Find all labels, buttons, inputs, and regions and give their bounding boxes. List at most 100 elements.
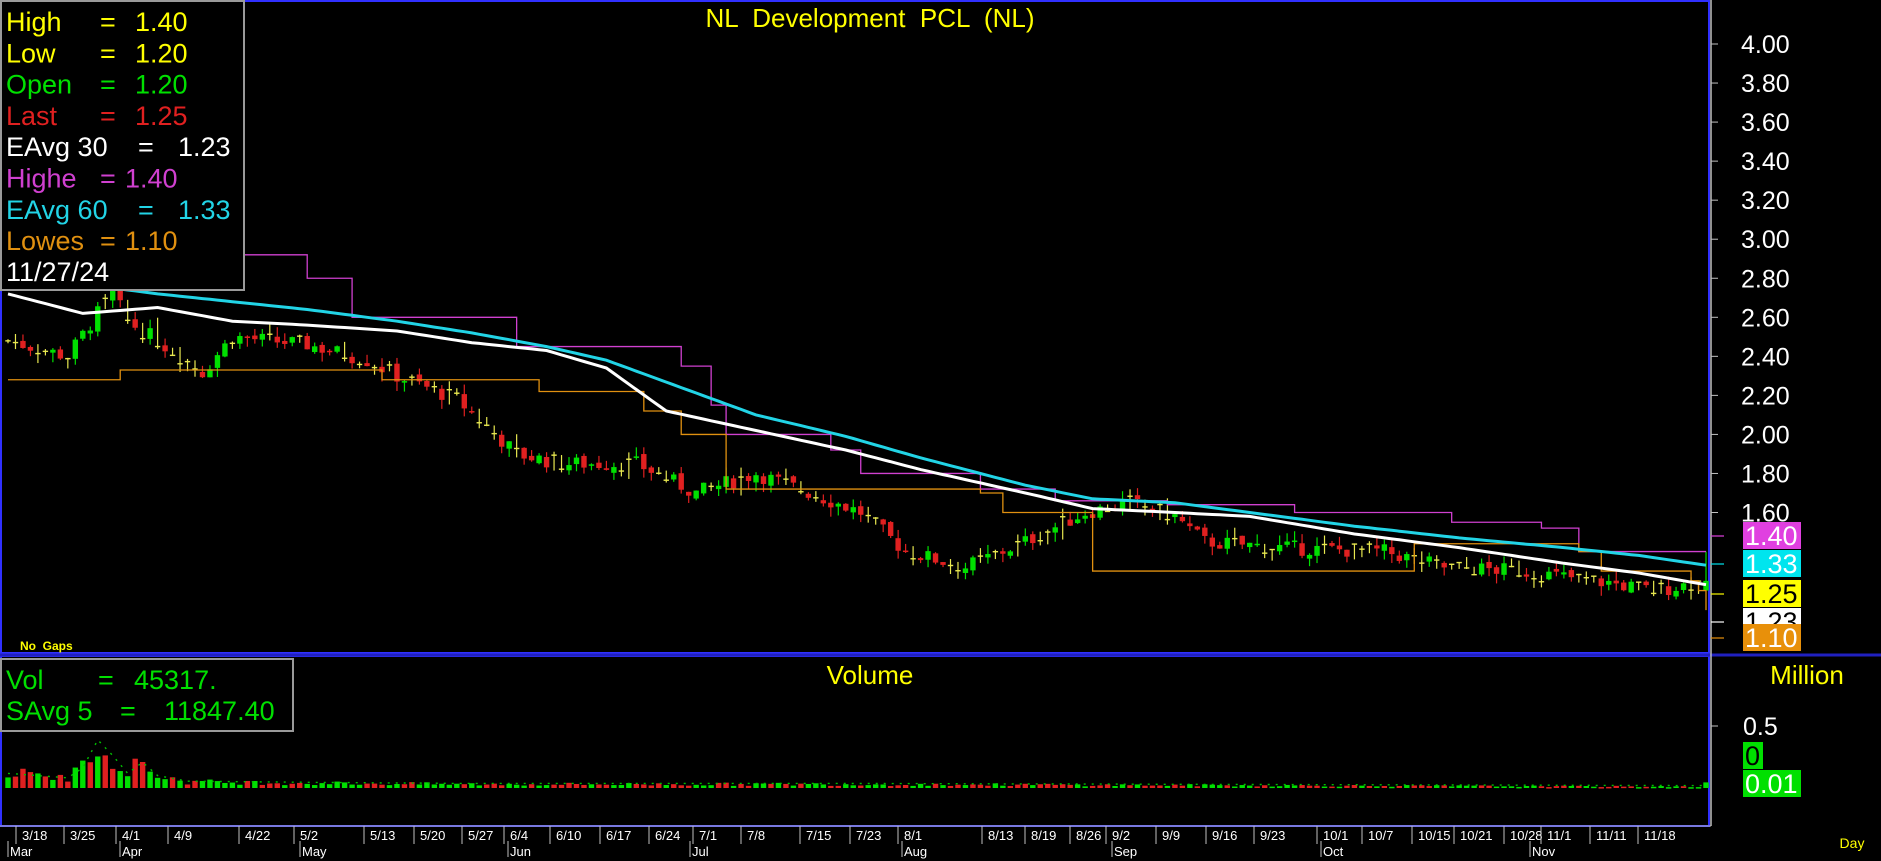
volume-bar bbox=[1284, 784, 1290, 788]
candle-body bbox=[252, 335, 258, 340]
volume-info-box: Vol = 45317.SAvg 5 = 11847.40 bbox=[0, 658, 294, 732]
candle-body bbox=[244, 336, 251, 338]
volume-bar bbox=[364, 783, 370, 788]
candle-body bbox=[1082, 515, 1088, 519]
volume-bar bbox=[618, 785, 625, 788]
volume-bar bbox=[813, 783, 819, 788]
volume-info-frame bbox=[0, 658, 294, 732]
price-plot-area bbox=[5, 254, 1709, 611]
candle-body bbox=[1239, 535, 1245, 545]
volume-bar bbox=[57, 774, 64, 788]
volume-bar bbox=[738, 783, 744, 788]
candle-body bbox=[1621, 582, 1627, 591]
volume-bar bbox=[1127, 785, 1133, 788]
volume-bar bbox=[581, 784, 587, 788]
candle-body bbox=[1628, 581, 1634, 593]
volume-bar bbox=[663, 785, 669, 788]
volume-bar bbox=[1134, 784, 1141, 788]
volume-bar bbox=[12, 776, 19, 788]
x-date-label: 9/9 bbox=[1162, 828, 1180, 843]
candle-body bbox=[521, 447, 527, 459]
candle-body bbox=[566, 465, 572, 471]
candle-body bbox=[902, 550, 909, 553]
x-date-label: 6/4 bbox=[510, 828, 528, 843]
candle-body bbox=[162, 345, 168, 352]
x-date-label: 3/25 bbox=[70, 828, 95, 843]
volume-bar bbox=[461, 784, 467, 788]
info-equals: = bbox=[138, 195, 154, 225]
volume-bar bbox=[603, 784, 610, 788]
volume-bar bbox=[611, 785, 617, 788]
volume-bar bbox=[259, 784, 266, 788]
volume-bar bbox=[267, 783, 273, 788]
volume-bar bbox=[1381, 785, 1388, 788]
volume-bar bbox=[1635, 787, 1642, 789]
volume-bar bbox=[850, 785, 856, 788]
candle-body bbox=[858, 506, 864, 515]
candle-body bbox=[1284, 541, 1290, 545]
volume-bar bbox=[1613, 785, 1619, 788]
candle-body bbox=[1202, 527, 1208, 536]
candle-body bbox=[1224, 537, 1230, 549]
volume-bar bbox=[379, 784, 385, 788]
volume-bar bbox=[1142, 785, 1148, 788]
volume-bar bbox=[484, 784, 490, 788]
volume-bar bbox=[154, 777, 161, 788]
candle-body bbox=[745, 476, 752, 481]
volume-bar bbox=[147, 771, 153, 788]
candle-body bbox=[1523, 574, 1530, 577]
candle-body bbox=[760, 476, 767, 484]
candle-body bbox=[573, 457, 580, 465]
candle-body bbox=[843, 503, 849, 511]
volume-bar bbox=[386, 785, 393, 788]
period-label: Day bbox=[1840, 835, 1865, 851]
volume-bar bbox=[498, 785, 505, 788]
volume-bar bbox=[858, 785, 864, 788]
candle-body bbox=[1613, 580, 1619, 584]
x-month-label: Aug bbox=[904, 844, 927, 859]
candle-body bbox=[87, 330, 93, 334]
lowest-line bbox=[8, 369, 1707, 611]
price-tick-label: 3.60 bbox=[1741, 109, 1790, 137]
volume-bar bbox=[1576, 785, 1582, 788]
volume-bar bbox=[117, 771, 123, 788]
info-label: Open bbox=[6, 70, 72, 100]
volume-bar bbox=[1493, 786, 1500, 789]
volume-bar bbox=[1583, 786, 1590, 788]
volume-bar bbox=[992, 783, 999, 788]
volume-bar bbox=[1366, 786, 1373, 788]
volume-bar bbox=[1329, 786, 1335, 789]
x-axis: 3/18 3/25 4/1 4/9 4/22 5/2 5/13 5/20 5/27 6/4 6/10… bbox=[0, 825, 1711, 859]
volume-bar bbox=[902, 784, 909, 788]
volume-bar bbox=[768, 783, 774, 788]
price-tick-label: 1.80 bbox=[1741, 460, 1790, 488]
volume-bar bbox=[1269, 786, 1275, 789]
candle-body bbox=[1134, 495, 1141, 500]
volume-bar bbox=[334, 781, 340, 788]
x-date-label: 5/2 bbox=[300, 828, 318, 843]
volume-bar bbox=[1516, 786, 1522, 789]
x-date-label: 9/23 bbox=[1260, 828, 1285, 843]
volume-bar bbox=[319, 783, 325, 788]
price-tick-label: 3.20 bbox=[1741, 187, 1790, 215]
x-date-label: 10/7 bbox=[1368, 828, 1393, 843]
candle-body bbox=[970, 557, 976, 571]
volume-bar bbox=[1658, 786, 1664, 788]
x-date-label: 11/18 bbox=[1644, 828, 1676, 843]
candle-body bbox=[768, 474, 774, 486]
volume-bar bbox=[1209, 784, 1216, 788]
volume-bar bbox=[244, 780, 251, 788]
volume-bar bbox=[1486, 785, 1492, 788]
candle-body bbox=[282, 340, 288, 344]
x-month-label: Mar bbox=[10, 844, 33, 859]
candle-body bbox=[611, 467, 617, 473]
volume-bar bbox=[588, 784, 595, 788]
chart-title: NL Development PCL (NL) bbox=[706, 3, 1035, 33]
x-date-label: 7/23 bbox=[856, 828, 881, 843]
volume-bar bbox=[1232, 786, 1238, 788]
x-month-label: Oct bbox=[1323, 844, 1344, 859]
x-date-label: 3/18 bbox=[22, 828, 47, 843]
volume-bar bbox=[1291, 785, 1298, 788]
x-date-label: 11/1 bbox=[1547, 828, 1571, 843]
